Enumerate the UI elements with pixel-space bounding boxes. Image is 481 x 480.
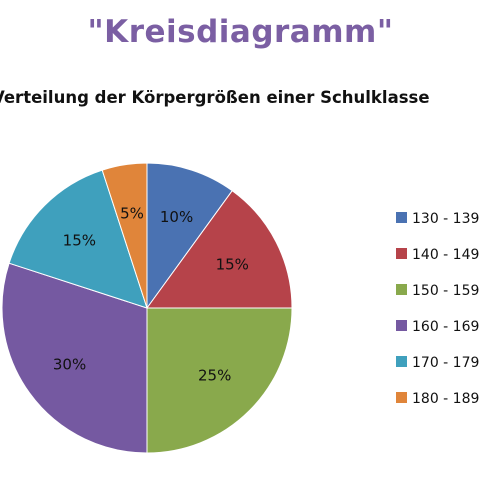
legend-swatch-1 — [396, 212, 407, 223]
legend-swatch-5 — [396, 356, 407, 367]
legend-label-5: 170 - 179 — [412, 355, 479, 371]
legend-swatch-4 — [396, 320, 407, 331]
chart-legend: 130 - 139 140 - 149 150 - 159 160 - 169 170 … — [396, 211, 479, 407]
legend-swatch-2 — [396, 248, 407, 259]
slice-label-6: 5% — [120, 204, 144, 222]
legend-swatch-3 — [396, 284, 407, 295]
pie-slice-2 — [146, 189, 293, 309]
chart-title: Verteilung der Körpergrößen einer Schulk… — [0, 88, 430, 107]
slice-label-5: 15% — [63, 231, 96, 249]
pie-slice-1 — [146, 162, 233, 310]
legend-swatch-6 — [396, 392, 407, 403]
pie-slice-3 — [146, 307, 293, 454]
legend-label-6: 180 - 189 — [412, 391, 479, 407]
legend-label-2: 140 - 149 — [412, 247, 479, 263]
pie-slice-6 — [101, 162, 148, 309]
legend-label-3: 150 - 159 — [412, 283, 479, 299]
pie-slices — [1, 162, 293, 454]
pie-slice-labels: 10% 15% 25% 30% 15% 5% — [53, 204, 249, 384]
slice-label-4: 30% — [53, 355, 86, 373]
legend-label-1: 130 - 139 — [412, 211, 479, 227]
pie-slice-4 — [1, 262, 148, 454]
slice-label-2: 15% — [216, 256, 249, 274]
slice-label-3: 25% — [198, 367, 231, 385]
page-heading: "Kreisdiagramm" — [87, 14, 394, 50]
slice-label-1: 10% — [160, 208, 193, 226]
pie-slice-5 — [8, 169, 148, 309]
legend-label-4: 160 - 169 — [412, 319, 479, 335]
